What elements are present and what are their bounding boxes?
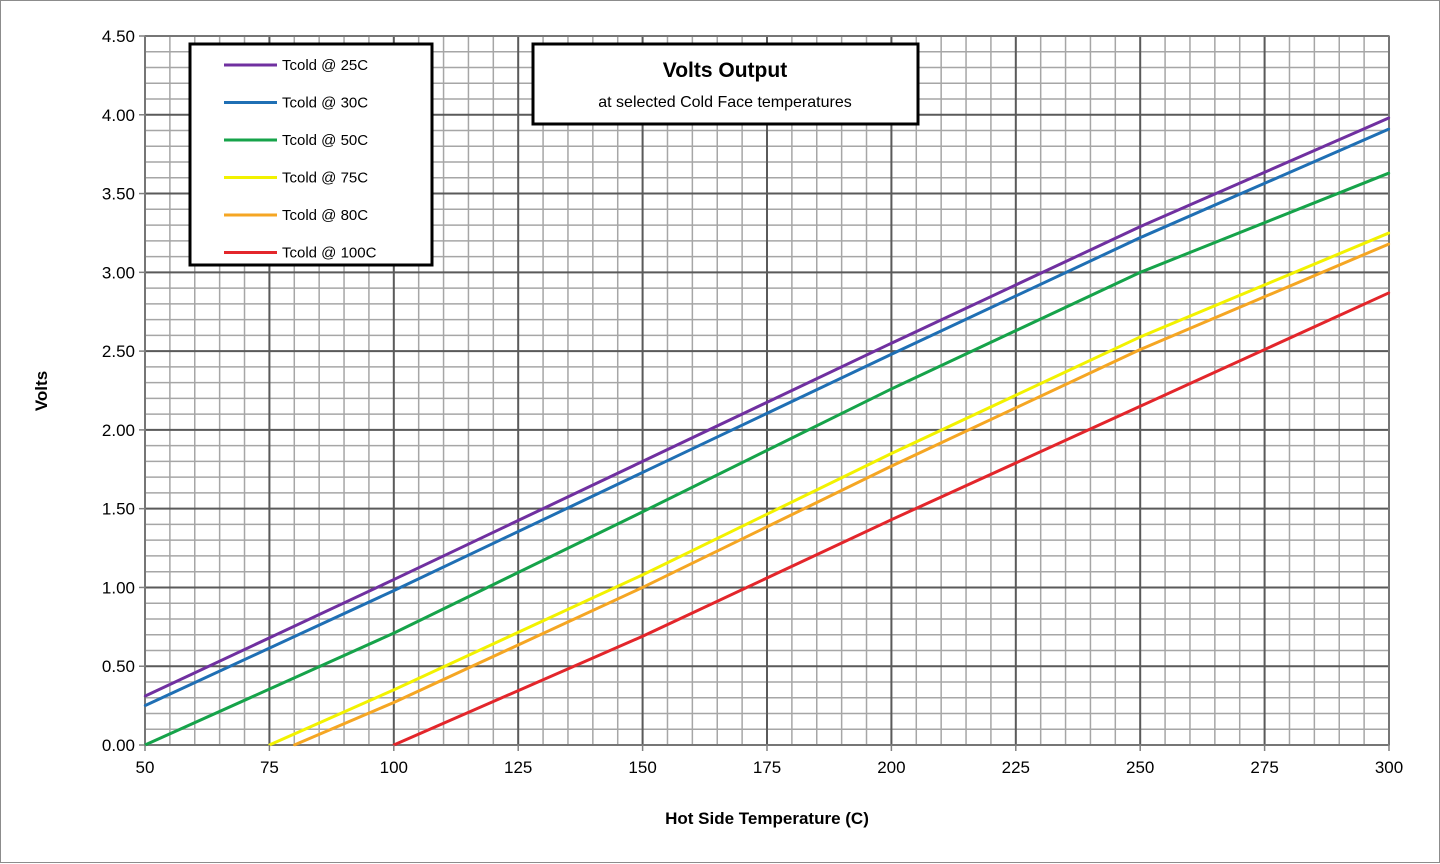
y-tick-label: 4.00 (102, 106, 135, 125)
data-point (1139, 271, 1142, 274)
data-point (641, 510, 644, 514)
data-point (1139, 348, 1142, 351)
data-point (392, 631, 395, 635)
data-point (1387, 127, 1391, 131)
series-line-2 (144, 127, 1390, 707)
x-tick-label: 75 (260, 758, 279, 777)
legend-label: Tcold @ 30C (282, 95, 368, 112)
data-point (641, 635, 644, 638)
data-point (641, 460, 644, 463)
chart-title: Volts Output (663, 59, 787, 82)
data-point (890, 342, 893, 345)
series-line-3 (144, 171, 1390, 747)
data-point (1387, 291, 1391, 295)
y-tick-label: 4.50 (102, 27, 135, 46)
data-point (890, 387, 893, 391)
data-point (641, 586, 644, 589)
legend-label: Tcold @ 50C (282, 132, 368, 149)
x-tick-label: 150 (628, 758, 656, 777)
data-point (143, 704, 147, 707)
data-point (1387, 171, 1391, 175)
data-point (890, 518, 893, 521)
y-tick-label: 3.50 (102, 185, 135, 204)
x-tick-label: 275 (1250, 758, 1278, 777)
title-box-border (531, 42, 920, 126)
y-tick-label: 1.50 (102, 500, 135, 519)
data-point (392, 589, 395, 592)
legend-items: Tcold @ 25C Tcold @ 30C Tcold @ 50C Tcold @… (224, 57, 377, 262)
title-box: Volts Output at selected Cold Face tempe… (531, 42, 920, 126)
legend-label: Tcold @ 75C (282, 170, 368, 187)
y-axis-ticks: 0.00 0.50 1.00 1.50 2.00 2.50 3.00 3.50 4.00 4.50 (102, 27, 145, 755)
x-tick-label: 100 (380, 758, 408, 777)
series-line-5 (293, 242, 1390, 747)
y-tick-label: 1.00 (102, 578, 135, 597)
data-point (392, 701, 395, 704)
series-line-1 (144, 116, 1390, 698)
x-tick-label: 125 (504, 758, 532, 777)
data-point (641, 573, 644, 577)
data-point (392, 578, 395, 581)
legend-label: Tcold @ 100C (282, 245, 377, 262)
y-tick-label: 0.00 (102, 736, 135, 755)
data-point (293, 743, 296, 747)
x-tick-label: 300 (1375, 758, 1403, 777)
x-tick-label: 250 (1126, 758, 1154, 777)
x-axis-ticks: 50 75 100 125 150 175 200 225 250 275 300 (136, 745, 1403, 777)
data-point (143, 694, 147, 698)
x-tick-label: 175 (753, 758, 781, 777)
data-point (1387, 116, 1391, 120)
legend: Tcold @ 25C Tcold @ 30C Tcold @ 50C Tcold @… (188, 42, 434, 267)
y-tick-label: 0.50 (102, 657, 135, 676)
series-line-4 (268, 231, 1390, 747)
y-axis-label: Volts (32, 371, 51, 411)
data-point (1387, 231, 1391, 235)
data-point (890, 452, 893, 455)
legend-label: Tcold @ 25C (282, 57, 368, 74)
y-tick-label: 2.00 (102, 421, 135, 440)
x-tick-label: 225 (1002, 758, 1030, 777)
legend-box (188, 42, 434, 267)
y-tick-label: 3.00 (102, 263, 135, 282)
data-point (392, 688, 395, 692)
data-point (1139, 225, 1142, 228)
x-tick-label: 50 (136, 758, 155, 777)
data-point (1387, 242, 1391, 246)
series-lines (143, 116, 1391, 747)
data-point (1139, 335, 1142, 339)
data-point (890, 464, 893, 468)
data-point (641, 471, 644, 474)
legend-label: Tcold @ 80C (282, 207, 368, 224)
data-point (890, 353, 893, 356)
y-tick-label: 2.50 (102, 342, 135, 361)
data-point (1139, 405, 1142, 408)
x-axis-label: Hot Side Temperature (C) (665, 809, 869, 828)
chart-subtitle: at selected Cold Face temperatures (598, 94, 851, 111)
data-point (1139, 236, 1142, 239)
x-tick-label: 200 (877, 758, 905, 777)
